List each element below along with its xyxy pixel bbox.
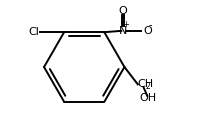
Text: CH: CH xyxy=(138,79,154,89)
Text: 2: 2 xyxy=(145,82,150,91)
Text: Cl: Cl xyxy=(28,27,39,37)
Text: OH: OH xyxy=(139,94,156,103)
Text: N: N xyxy=(119,26,127,36)
Text: -: - xyxy=(148,20,152,30)
Text: O: O xyxy=(144,26,153,36)
Text: O: O xyxy=(119,6,128,16)
Text: +: + xyxy=(123,20,130,29)
